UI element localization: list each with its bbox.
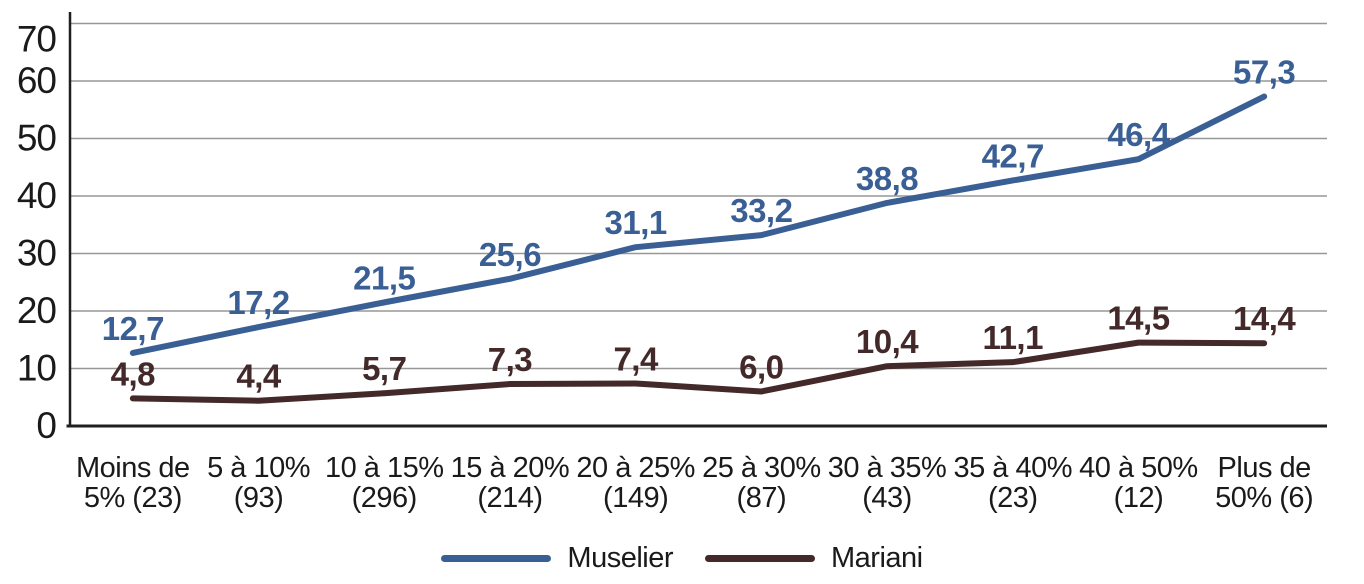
legend: Muselier Mariani <box>0 542 1364 575</box>
y-tick-label: 40 <box>17 175 57 216</box>
y-tick-label: 60 <box>17 60 57 101</box>
data-label-mariani: 11,1 <box>983 319 1044 356</box>
legend-item-mariani: Mariani <box>705 542 923 575</box>
data-label-muselier: 21,5 <box>353 259 415 296</box>
data-label-muselier: 33,2 <box>730 192 792 229</box>
y-tick-label: 50 <box>17 118 57 159</box>
y-tick-label: 30 <box>17 233 57 274</box>
data-label-muselier: 31,1 <box>605 204 667 241</box>
x-category-label: 30 à 35% (43) <box>828 452 947 514</box>
data-label-mariani: 5,7 <box>362 350 406 387</box>
series-line-muselier <box>129 93 1268 356</box>
data-label-mariani: 14,5 <box>1107 300 1169 337</box>
legend-item-muselier: Muselier <box>441 542 673 575</box>
legend-line-muselier <box>441 555 552 562</box>
legend-label-muselier: Muselier <box>567 542 673 574</box>
x-category-label: Plus de 50% (6) <box>1215 452 1313 514</box>
data-label-mariani: 6,0 <box>739 349 783 386</box>
x-category-label: 25 à 30% (87) <box>702 452 821 514</box>
data-label-mariani: 4,4 <box>236 358 282 395</box>
data-label-mariani: 4,8 <box>111 355 156 392</box>
data-label-muselier: 25,6 <box>479 236 541 273</box>
legend-line-mariani <box>705 555 815 562</box>
legend-label-mariani: Mariani <box>831 542 923 574</box>
data-label-muselier: 57,3 <box>1233 54 1295 91</box>
data-label-mariani: 7,3 <box>488 341 533 378</box>
x-category-label: 20 à 25% (149) <box>576 452 695 514</box>
y-tick-label: 0 <box>36 405 56 446</box>
y-tick-label: 70 <box>17 19 57 60</box>
x-category-label: 35 à 40% (23) <box>953 452 1072 514</box>
y-tick-label: 10 <box>17 348 57 389</box>
x-category-label: 5 à 10% (93) <box>207 452 310 514</box>
y-tick-label: 20 <box>17 290 57 331</box>
data-label-muselier: 46,4 <box>1107 116 1170 153</box>
data-label-mariani: 14,4 <box>1233 300 1296 337</box>
data-label-mariani: 10,4 <box>856 323 919 360</box>
data-label-muselier: 38,8 <box>856 160 918 197</box>
data-label-muselier: 42,7 <box>982 137 1044 174</box>
x-category-label: 15 à 20% (214) <box>451 452 570 514</box>
x-category-label: 40 à 50% (12) <box>1079 452 1198 514</box>
plot-area: 12,7 17,2 21,5 25,6 31,1 33,2 38,8 42,7 46,4 57,3… <box>17 12 1327 514</box>
data-label-muselier: 17,2 <box>227 284 289 321</box>
data-label-mariani: 7,4 <box>613 340 659 377</box>
x-category-label: 10 à 15% (296) <box>325 452 444 514</box>
x-category-label: Moins de 5% (23) <box>76 452 190 514</box>
series-line-mariani <box>129 339 1268 404</box>
data-label-muselier: 12,7 <box>102 310 164 347</box>
